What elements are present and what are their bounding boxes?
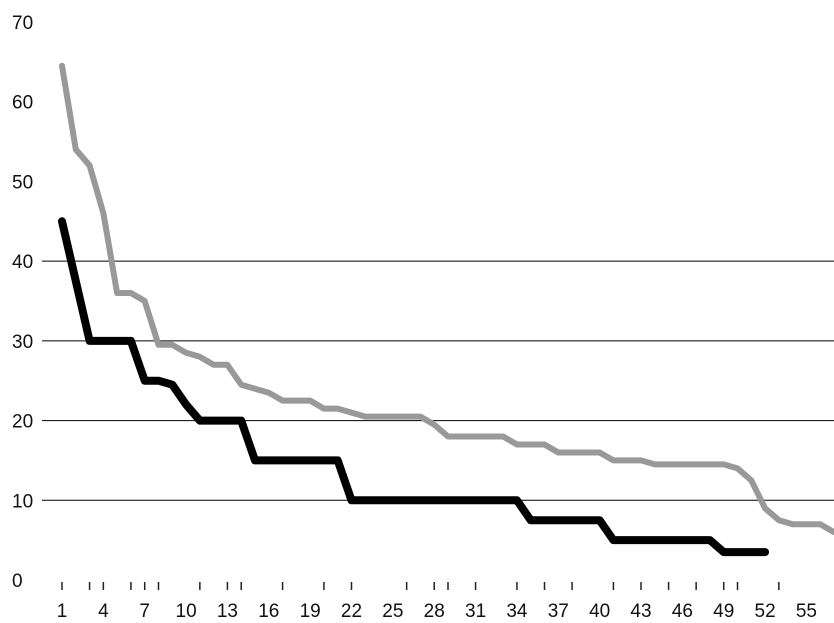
series-line-gray xyxy=(62,66,834,532)
x-tick-label: 1 xyxy=(57,601,68,622)
series-line-black xyxy=(62,221,765,552)
x-tick-label: 46 xyxy=(672,601,693,622)
x-tick-label: 19 xyxy=(300,601,321,622)
series-lines xyxy=(62,66,834,552)
y-tick-label: 30 xyxy=(12,332,33,353)
y-tick-label: 20 xyxy=(12,412,33,433)
y-tick-label: 60 xyxy=(12,93,33,114)
x-tick-label: 37 xyxy=(548,601,569,622)
x-tick-label: 52 xyxy=(755,601,776,622)
x-axis-tick-labels: 1 4 7 10 13 16 19 22 25 28 31 34 37 40 43 46 49 52 55 xyxy=(57,601,817,622)
x-tick-label: 4 xyxy=(98,601,109,622)
x-axis-minor-ticks xyxy=(62,582,779,590)
y-tick-label: 40 xyxy=(12,252,33,273)
x-tick-label: 13 xyxy=(217,601,238,622)
x-tick-label: 43 xyxy=(630,601,651,622)
y-tick-label: 10 xyxy=(12,491,33,512)
y-tick-label: 50 xyxy=(12,172,33,193)
x-tick-label: 55 xyxy=(796,601,817,622)
y-tick-label: 70 xyxy=(12,13,33,34)
x-tick-label: 40 xyxy=(589,601,610,622)
y-tick-label: 0 xyxy=(12,571,23,592)
x-tick-label: 7 xyxy=(139,601,150,622)
x-tick-label: 22 xyxy=(341,601,362,622)
y-axis-tick-labels: 0 10 20 30 40 50 60 70 xyxy=(12,13,33,592)
x-tick-label: 25 xyxy=(382,601,403,622)
x-tick-label: 34 xyxy=(506,601,528,622)
x-tick-label: 31 xyxy=(465,601,486,622)
x-tick-label: 49 xyxy=(713,601,734,622)
x-tick-label: 28 xyxy=(424,601,445,622)
x-tick-label: 10 xyxy=(176,601,197,622)
x-tick-label: 16 xyxy=(258,601,279,622)
